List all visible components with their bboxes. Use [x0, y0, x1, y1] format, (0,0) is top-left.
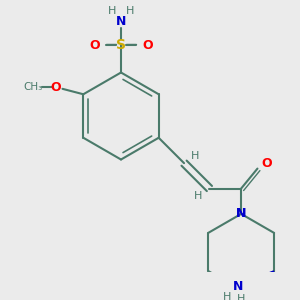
Text: O: O [89, 39, 100, 52]
Text: H: H [108, 6, 116, 16]
Text: N: N [236, 207, 246, 220]
Text: N: N [233, 280, 243, 293]
Polygon shape [244, 271, 274, 287]
Text: H: H [194, 191, 202, 201]
Text: N: N [236, 207, 246, 220]
Text: H: H [223, 292, 231, 300]
Text: H: H [126, 6, 134, 16]
Text: O: O [51, 80, 62, 94]
Text: O: O [142, 39, 153, 52]
Text: O: O [261, 157, 272, 169]
Text: S: S [116, 38, 126, 52]
Text: H: H [191, 151, 199, 161]
Text: N: N [116, 15, 126, 28]
Text: H: H [237, 294, 246, 300]
Text: CH₃: CH₃ [23, 82, 42, 92]
